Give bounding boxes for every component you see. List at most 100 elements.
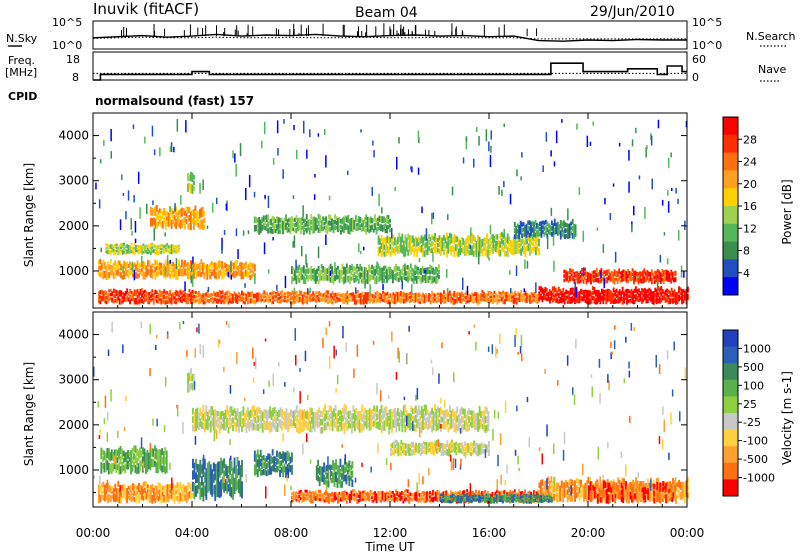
heatmap-cell: [282, 411, 285, 416]
heatmap-cell: [431, 212, 433, 225]
heatmap-cell: [494, 491, 497, 496]
heatmap-cell: [103, 450, 106, 461]
heatmap-cell: [124, 248, 127, 252]
heatmap-cell: [440, 424, 442, 429]
heatmap-cell: [505, 244, 508, 250]
heatmap-cell: [310, 214, 313, 219]
heatmap-cell: [421, 206, 423, 214]
heatmap-cell: [441, 237, 444, 252]
heatmap-cell: [127, 297, 130, 302]
heatmap-cell: [124, 297, 127, 303]
heatmap-cell: [383, 407, 386, 418]
heatmap-cell: [561, 229, 564, 233]
heatmap-cell: [327, 465, 330, 488]
heatmap-cell: [414, 424, 417, 433]
heatmap-cell: [518, 499, 521, 502]
heatmap-cell: [199, 293, 202, 304]
y-tick-label: 2000: [58, 418, 89, 432]
heatmap-cell: [325, 410, 328, 420]
heatmap-cell: [321, 418, 324, 426]
heatmap-cell: [368, 274, 371, 283]
heatmap-cell: [148, 260, 151, 268]
heatmap-cell: [442, 442, 444, 457]
heatmap-cell: [106, 249, 109, 255]
heatmap-cell: [669, 485, 672, 491]
heatmap-cell: [661, 439, 664, 450]
heatmap-cell: [293, 287, 296, 293]
heatmap-cell: [507, 492, 510, 503]
heatmap-cell: [120, 243, 123, 246]
heatmap-cell: [440, 407, 442, 415]
heatmap-cell: [612, 183, 615, 187]
freq-label: Freq.: [8, 54, 35, 67]
heatmap-cell: [385, 293, 387, 296]
heatmap-cell: [451, 493, 454, 498]
heatmap-cell: [502, 246, 505, 253]
heatmap-cell: [118, 462, 121, 475]
heatmap-cell: [550, 226, 553, 231]
heatmap-cell: [214, 484, 217, 502]
heatmap-cell: [130, 242, 133, 246]
heatmap-cell: [679, 291, 682, 296]
heatmap-cell: [191, 271, 194, 276]
heatmap-cell: [348, 275, 351, 285]
heatmap-cell: [497, 290, 500, 295]
heatmap-cell: [127, 190, 130, 201]
heatmap-cell: [200, 294, 203, 303]
heatmap-cell: [487, 500, 489, 504]
heatmap-cell: [339, 415, 341, 421]
heatmap-cell: [339, 298, 341, 302]
heatmap-cell: [509, 239, 512, 254]
heatmap-cell: [437, 439, 440, 447]
heatmap-cell: [209, 268, 212, 274]
heatmap-cell: [172, 261, 175, 267]
heatmap-cell: [130, 490, 133, 496]
heatmap-cell: [310, 408, 313, 416]
heatmap-cell: [408, 300, 411, 304]
heatmap-cell: [429, 420, 432, 429]
heatmap-cell: [635, 286, 637, 293]
heatmap-cell: [538, 286, 541, 291]
heatmap-cell: [515, 240, 518, 254]
heatmap-cell: [414, 492, 417, 501]
heatmap-cell: [543, 495, 546, 503]
heatmap-cell: [130, 267, 133, 271]
heatmap-cell: [200, 476, 203, 486]
heatmap-cell: [374, 292, 377, 295]
heatmap-cell: [235, 465, 237, 491]
heatmap-cell: [371, 264, 374, 269]
heatmap-cell: [136, 496, 139, 501]
heatmap-cell: [335, 496, 338, 501]
heatmap-cell: [160, 251, 163, 254]
heatmap-cell: [325, 496, 328, 503]
heatmap-cell: [437, 248, 439, 253]
heatmap-cell: [293, 235, 296, 248]
heatmap-cell: [518, 237, 521, 243]
heatmap-cell: [107, 412, 109, 421]
heatmap-cell: [615, 274, 618, 278]
heatmap-cell: [629, 481, 632, 490]
heatmap-cell: [155, 222, 158, 229]
heatmap-cell: [368, 228, 371, 234]
heatmap-cell: [394, 444, 397, 449]
heatmap-cell: [450, 233, 453, 244]
heatmap-cell: [431, 234, 433, 240]
heatmap-cell: [200, 421, 203, 429]
heatmap-cell: [114, 243, 117, 249]
heatmap-cell: [623, 378, 626, 383]
heatmap-cell: [317, 497, 320, 501]
heatmap-cell: [416, 388, 419, 400]
heatmap-cell: [224, 421, 227, 431]
heatmap-cell: [196, 327, 198, 333]
heatmap-cell: [318, 477, 321, 487]
heatmap-cell: [282, 421, 285, 426]
heatmap-cell: [408, 325, 410, 332]
heatmap-cell: [345, 269, 348, 275]
heatmap-cell: [673, 277, 675, 283]
heatmap-cell: [514, 291, 517, 297]
heatmap-cell: [167, 493, 170, 502]
heatmap-cell: [288, 412, 291, 429]
heatmap-cell: [280, 453, 283, 459]
heatmap-cell: [643, 276, 646, 283]
heatmap-cell: [161, 250, 164, 253]
